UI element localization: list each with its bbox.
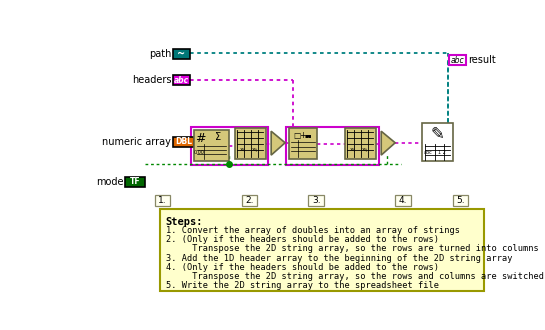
Text: 5. Write the 2D string array to the spreadsheet file: 5. Write the 2D string array to the spre…	[166, 281, 439, 290]
Text: 0.00: 0.00	[193, 149, 204, 154]
Text: #: #	[196, 132, 206, 145]
Bar	[452, 195, 468, 206]
Text: 2. (Only if the headers should be added to the rows): 2. (Only if the headers should be added …	[166, 235, 439, 244]
Bar	[160, 209, 483, 291]
Text: xᵢⱼ: xᵢⱼ	[239, 147, 245, 152]
Text: Transpose the 2D string array, so the rows are turned into columns: Transpose the 2D string array, so the ro…	[166, 245, 538, 253]
Text: Σ: Σ	[215, 132, 221, 142]
Bar	[422, 123, 453, 161]
Text: ~: ~	[177, 49, 185, 59]
Text: DBL: DBL	[175, 137, 192, 146]
Bar	[308, 195, 324, 206]
Bar	[195, 130, 228, 161]
Text: Steps:: Steps:	[166, 217, 203, 227]
Text: 5.: 5.	[456, 196, 464, 205]
Text: mode: mode	[96, 177, 123, 187]
Text: □+: □+	[293, 131, 306, 140]
Polygon shape	[271, 131, 285, 155]
Text: 1 2: 1 2	[438, 149, 446, 154]
Text: 2.: 2.	[245, 196, 254, 205]
Text: 4. (Only if the headers should be added to the rows): 4. (Only if the headers should be added …	[166, 263, 439, 272]
Text: ▪▪: ▪▪	[305, 133, 312, 138]
Bar	[173, 75, 190, 85]
Text: result: result	[468, 55, 496, 65]
Bar	[345, 128, 376, 159]
Text: numeric array: numeric array	[102, 137, 171, 147]
Bar	[242, 195, 257, 206]
Text: abc: abc	[451, 55, 465, 64]
Text: path: path	[149, 49, 171, 59]
Bar	[286, 127, 379, 165]
Text: abc: abc	[424, 149, 433, 154]
Text: 4.: 4.	[399, 196, 407, 205]
Text: ✎: ✎	[431, 125, 445, 143]
Text: Transpose the 2D string array, so the rows and columns are switched back: Transpose the 2D string array, so the ro…	[166, 272, 545, 281]
Text: 3. Add the 1D header array to the beginning of the 2D string array: 3. Add the 1D header array to the beginn…	[166, 254, 512, 263]
Text: 3.: 3.	[312, 196, 320, 205]
Bar	[125, 177, 145, 187]
Bar	[173, 137, 195, 147]
Bar	[155, 195, 171, 206]
Bar	[450, 55, 467, 65]
Text: abc: abc	[174, 76, 189, 84]
Polygon shape	[381, 131, 395, 155]
Text: xᵢⱼ: xᵢⱼ	[349, 147, 355, 152]
Text: TF: TF	[130, 177, 140, 186]
Bar	[395, 195, 411, 206]
Bar	[191, 127, 268, 165]
Bar	[289, 128, 317, 159]
Text: xᵢⱼ: xᵢⱼ	[252, 147, 258, 152]
Bar	[173, 49, 190, 59]
Text: xᵢⱼ: xᵢⱼ	[362, 147, 368, 152]
Text: headers: headers	[132, 75, 171, 85]
Text: 1.: 1.	[159, 196, 167, 205]
Text: 1. Convert the array of doubles into an array of strings: 1. Convert the array of doubles into an …	[166, 226, 460, 235]
Bar	[235, 128, 266, 159]
